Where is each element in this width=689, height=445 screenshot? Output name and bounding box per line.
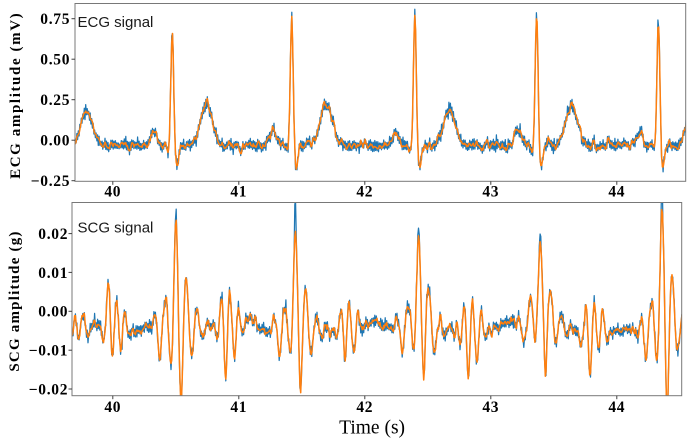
svg-text:41: 41 — [230, 399, 247, 416]
svg-text:43: 43 — [482, 399, 499, 416]
svg-text:0.25: 0.25 — [40, 92, 70, 109]
svg-text:0.01: 0.01 — [38, 265, 68, 282]
svg-text:0.75: 0.75 — [40, 11, 70, 28]
svg-text:−0.01: −0.01 — [29, 343, 68, 360]
svg-text:0.00: 0.00 — [40, 133, 70, 150]
svg-text:−0.25: −0.25 — [31, 173, 70, 190]
svg-text:Time (s): Time (s) — [339, 417, 405, 438]
svg-text:0.50: 0.50 — [40, 52, 70, 69]
svg-text:44: 44 — [608, 184, 625, 201]
svg-text:SCG amplitude (g): SCG amplitude (g) — [7, 230, 23, 371]
svg-text:40: 40 — [104, 399, 121, 416]
svg-text:0.00: 0.00 — [38, 304, 68, 321]
svg-text:0.02: 0.02 — [38, 226, 68, 243]
svg-text:−0.02: −0.02 — [29, 381, 68, 398]
svg-text:SCG signal: SCG signal — [78, 220, 154, 237]
svg-text:42: 42 — [356, 399, 373, 416]
svg-text:ECG amplitude (mV): ECG amplitude (mV) — [8, 12, 24, 179]
svg-text:41: 41 — [230, 184, 247, 201]
svg-text:40: 40 — [104, 184, 121, 201]
svg-text:ECG signal: ECG signal — [78, 14, 154, 31]
svg-text:44: 44 — [608, 399, 625, 416]
svg-text:43: 43 — [482, 184, 499, 201]
svg-text:42: 42 — [356, 184, 373, 201]
